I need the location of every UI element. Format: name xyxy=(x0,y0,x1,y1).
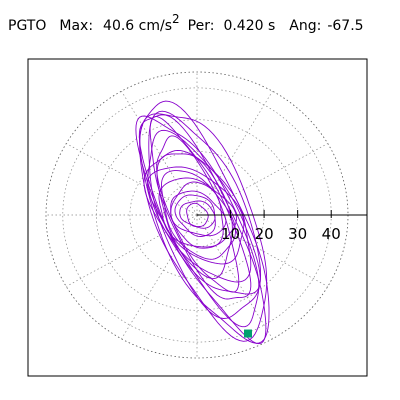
radial-tick-label-4: 40 xyxy=(322,225,341,243)
orbit-loop-6 xyxy=(149,116,252,300)
radial-tick-label-3: 30 xyxy=(288,225,307,243)
orbit-loop-18 xyxy=(186,202,209,228)
grid-spoke-60 xyxy=(196,90,273,216)
orbit-loop-4 xyxy=(135,115,260,328)
orbit-loop-14 xyxy=(170,181,224,249)
orbit-loop-11 xyxy=(147,166,245,265)
grid-spoke-330 xyxy=(196,214,328,287)
grid-spoke-240 xyxy=(121,214,198,340)
orbit-loop-5 xyxy=(148,110,262,319)
period-value: 0.420 s xyxy=(223,18,276,34)
angle-label: Ang: xyxy=(289,18,322,34)
orbit-loop-8 xyxy=(156,135,240,293)
orbit-loop-17 xyxy=(179,200,216,229)
endpoint-marker xyxy=(244,329,253,338)
period-label: Per: xyxy=(187,18,215,34)
grid-spoke-30 xyxy=(196,143,328,216)
max-value: 40.6 cm/s xyxy=(103,18,173,34)
orbit-loop-12 xyxy=(161,170,236,260)
plot-frame xyxy=(27,58,368,377)
max-unit-exponent: 2 xyxy=(172,12,180,26)
station-code: PGTO xyxy=(8,18,47,34)
orbit-loop-1 xyxy=(139,100,270,344)
radial-axis: 10 20 30 40 xyxy=(197,210,367,243)
endpoint-marker-group xyxy=(244,329,253,338)
grid-spoke-120 xyxy=(121,90,198,216)
plot-header: PGTO Max: 40.6 cm/s2 Per: 0.420 s Ang: -67.5 xyxy=(8,12,364,38)
orbit-loop-3 xyxy=(139,113,268,342)
max-label: Max: xyxy=(59,18,94,34)
radial-tick-label-1: 10 xyxy=(221,225,240,243)
angle-value: -67.5 xyxy=(327,18,364,34)
radial-tick-label-2: 20 xyxy=(255,225,274,243)
grid-spoke-150 xyxy=(66,143,198,216)
orbit-loop-15 xyxy=(170,190,227,237)
orbit-trace xyxy=(135,100,270,345)
orbit-loop-7 xyxy=(147,129,261,295)
orbit-loop-10 xyxy=(156,153,233,280)
